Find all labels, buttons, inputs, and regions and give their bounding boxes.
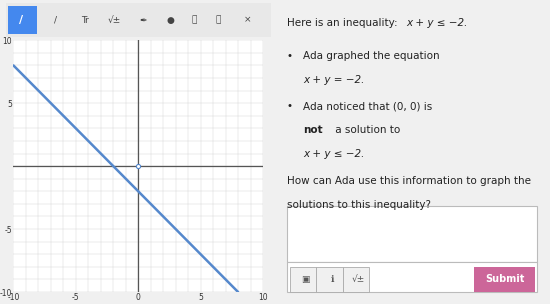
- Text: a solution to: a solution to: [332, 125, 400, 135]
- FancyBboxPatch shape: [287, 206, 537, 262]
- Text: solutions to this inequality?: solutions to this inequality?: [287, 200, 431, 210]
- FancyBboxPatch shape: [8, 6, 37, 34]
- Text: Ada graphed the equation: Ada graphed the equation: [303, 51, 443, 61]
- Text: ×: ×: [243, 16, 251, 25]
- Text: x + y ≤ −2.: x + y ≤ −2.: [303, 149, 364, 159]
- Text: √±: √±: [352, 275, 365, 284]
- FancyBboxPatch shape: [6, 3, 271, 37]
- Text: /: /: [54, 16, 57, 25]
- Text: x + y = −2.: x + y = −2.: [303, 74, 364, 85]
- Text: ⌢: ⌢: [191, 16, 197, 25]
- Text: x + y ≤ −2.: x + y ≤ −2.: [406, 18, 468, 28]
- Text: Ada noticed that (0, 0) is: Ada noticed that (0, 0) is: [303, 101, 436, 111]
- Text: Tr: Tr: [81, 16, 89, 25]
- Text: Here is an inequality:: Here is an inequality:: [287, 18, 401, 28]
- Text: ℹ: ℹ: [331, 275, 334, 284]
- Text: Submit: Submit: [485, 274, 524, 284]
- FancyBboxPatch shape: [474, 267, 535, 292]
- FancyBboxPatch shape: [287, 262, 537, 292]
- FancyBboxPatch shape: [290, 267, 316, 292]
- Text: How can Ada use this information to graph the: How can Ada use this information to grap…: [287, 176, 531, 186]
- FancyBboxPatch shape: [316, 267, 343, 292]
- Text: •: •: [287, 101, 293, 111]
- Text: ✒: ✒: [140, 16, 147, 25]
- Text: √±: √±: [108, 16, 121, 25]
- Text: ⌢: ⌢: [215, 16, 221, 25]
- Text: •: •: [287, 51, 293, 61]
- Text: ▣: ▣: [301, 275, 310, 284]
- FancyBboxPatch shape: [343, 267, 369, 292]
- Text: /: /: [19, 15, 24, 25]
- Text: ●: ●: [166, 16, 174, 25]
- Text: not: not: [303, 125, 322, 135]
